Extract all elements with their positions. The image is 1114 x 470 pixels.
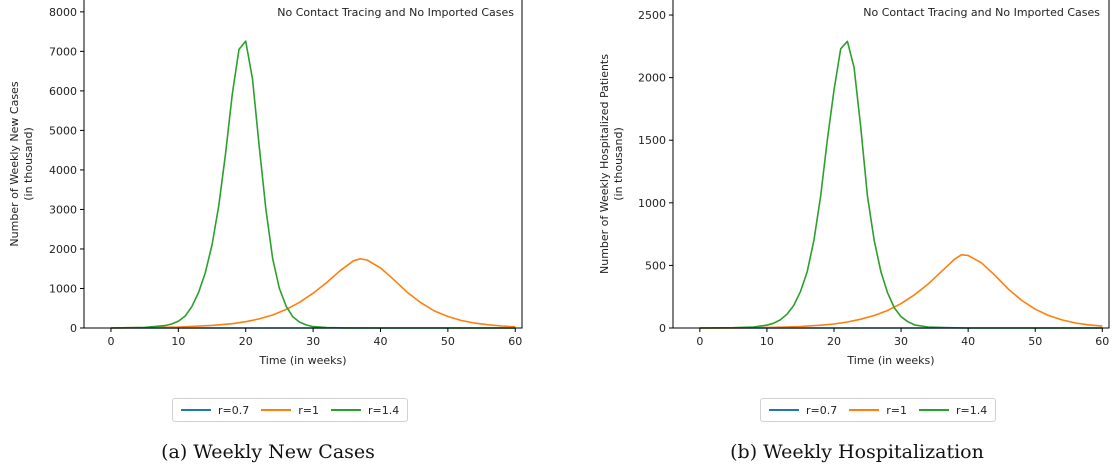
y-tick-label: 8000 [49, 6, 77, 19]
legend-label: r=1 [298, 403, 319, 417]
series-line [110, 40, 516, 329]
x-tick-label: 40 [373, 335, 387, 348]
legend-line-icon [918, 409, 949, 411]
series-line [699, 254, 1103, 329]
x-tick-label: 60 [1095, 335, 1109, 348]
legend-item: r=1 [849, 404, 907, 417]
y-tick-label: 0 [70, 322, 77, 335]
x-axis-label: Time (in weeks) [846, 354, 934, 367]
legend-label: r=1.4 [955, 403, 988, 417]
axes-frame [672, 0, 1110, 329]
x-tick-label: 10 [171, 335, 185, 348]
caption-a: (a) Weekly New Cases [161, 441, 375, 463]
series-line [110, 258, 516, 329]
x-tick-label: 20 [827, 335, 841, 348]
y-tick-label: 0 [659, 322, 666, 335]
legend-a: r=0.7 r=1 r=1.4 [172, 398, 409, 422]
legend-line-icon [769, 409, 799, 411]
x-axis-label: Time (in weeks) [258, 354, 346, 367]
legend-label: r=0.7 [218, 403, 250, 417]
y-tick-label: 1000 [638, 197, 666, 210]
chart-b: 0 10 20 30 40 50 60 0 500 1000 1500 2000 2500 Time (i… [598, 0, 1110, 367]
y-tick-label: 6000 [49, 85, 77, 98]
y-tick-label: 2000 [638, 72, 666, 85]
legend-item: r=1 [261, 404, 319, 417]
series-line [699, 40, 1103, 329]
legend-item: r=0.7 [769, 404, 837, 417]
x-tick-label: 40 [961, 335, 975, 348]
legend-item: r=1.4 [918, 403, 988, 417]
y-axis-label: (in thousand) [22, 127, 35, 201]
x-tick-label: 0 [696, 335, 703, 348]
axes-frame [83, 0, 523, 329]
legend-line-icon [849, 409, 880, 411]
legend-item: r=1.4 [330, 403, 400, 417]
legend-line-icon [330, 409, 361, 411]
y-axis-label: Number of Weekly New Cases [8, 81, 21, 246]
x-tick-label: 50 [1028, 335, 1042, 348]
legend-label: r=1.4 [367, 403, 400, 417]
y-tick-label: 1000 [49, 282, 77, 295]
y-tick-label: 5000 [49, 124, 77, 137]
x-tick-label: 60 [508, 335, 522, 348]
y-tick-label: 3000 [49, 203, 77, 216]
y-tick-label: 1500 [638, 134, 666, 147]
legend-b: r=0.7 r=1 r=1.4 [760, 398, 997, 422]
x-tick-label: 30 [894, 335, 908, 348]
caption-b: (b) Weekly Hospitalization [730, 441, 984, 463]
x-tick-label: 10 [760, 335, 774, 348]
y-tick-label: 7000 [49, 45, 77, 58]
legend-item: r=0.7 [181, 404, 249, 417]
chart-a: 0 10 20 30 40 50 60 0 1000 2000 3000 4000 5000 6000 70… [8, 0, 523, 367]
y-tick-label: 4000 [49, 164, 77, 177]
legend-label: r=1 [886, 403, 907, 417]
chart-annotation: No Contact Tracing and No Imported Cases [863, 6, 1100, 19]
y-axis-label: (in thousand) [612, 127, 625, 201]
x-tick-label: 30 [306, 335, 320, 348]
x-tick-label: 50 [441, 335, 455, 348]
legend-line-icon [181, 409, 211, 411]
legend-label: r=0.7 [806, 403, 838, 417]
x-tick-label: 0 [107, 335, 114, 348]
y-tick-label: 500 [645, 259, 666, 272]
x-tick-label: 20 [239, 335, 253, 348]
chart-annotation: No Contact Tracing and No Imported Cases [277, 6, 514, 19]
legend-line-icon [261, 409, 292, 411]
y-tick-label: 2000 [49, 243, 77, 256]
y-tick-label: 2500 [638, 9, 666, 22]
y-axis-label: Number of Weekly Hospitalized Patients [598, 54, 611, 274]
